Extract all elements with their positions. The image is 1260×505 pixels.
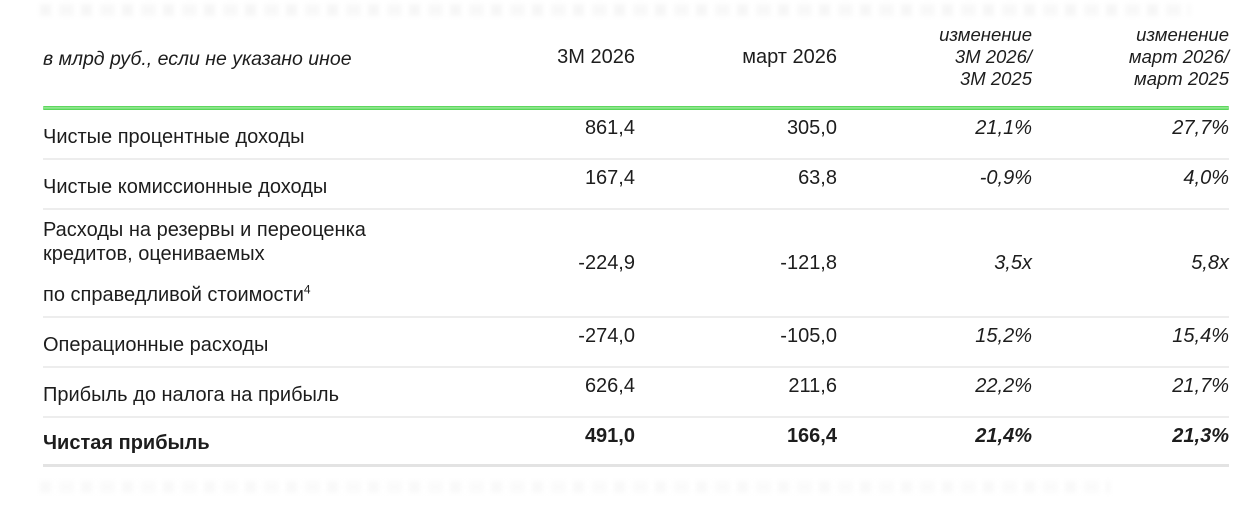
value-3m-2026: 491,0	[584, 425, 635, 447]
change-march: 21,7%	[1172, 375, 1229, 397]
table-row: Расходы на резервы и переоценка кредитов…	[43, 210, 1229, 318]
change-march: 15,4%	[1172, 325, 1229, 347]
unit-label: в млрд руб., если не указано иное	[43, 47, 352, 70]
table-row: Прибыль до налога на прибыль 626,4 211,6…	[43, 368, 1229, 418]
value-3m-2026: -224,9	[578, 251, 635, 274]
value-march-2026: 305,0	[786, 117, 837, 139]
col-header-change-march-line3: март 2025	[1134, 68, 1229, 89]
change-3m: 21,4%	[975, 425, 1032, 447]
value-3m-2026: 626,4	[584, 375, 635, 397]
financial-results-table: в млрд руб., если не указано иное 3М 202…	[43, 24, 1229, 467]
value-3m-2026: -274,0	[578, 325, 635, 347]
total-row: Чистая прибыль 491,0 166,4 21,4% 21,3%	[43, 418, 1229, 467]
col-header-change-3m-line3: 3М 2025	[960, 68, 1032, 89]
value-3m-2026: 861,4	[584, 117, 635, 139]
change-3m: -0,9%	[979, 167, 1032, 189]
green-divider	[43, 106, 1229, 110]
value-3m-2026: 167,4	[584, 167, 635, 189]
col-header-change-3m-line1: изменение	[939, 24, 1032, 45]
change-3m: 15,2%	[975, 325, 1032, 347]
value-march-2026: 211,6	[788, 375, 837, 397]
change-march: 4,0%	[1183, 167, 1229, 189]
col-header-change-3m-line2: 3М 2026/	[954, 46, 1032, 67]
col-header-change-march-line2: март 2026/	[1128, 46, 1229, 67]
col-header-3m-2026: 3М 2026	[557, 45, 635, 68]
table-row: Чистые комиссионные доходы 167,4 63,8 -0…	[43, 160, 1229, 210]
change-3m: 21,1%	[975, 117, 1032, 139]
value-march-2026: -105,0	[780, 325, 837, 347]
ghost-text-artifact-bottom	[40, 481, 1110, 493]
row-label: Расходы на резервы и переоценка кредитов…	[43, 210, 423, 316]
row-label-part2: по справедливой стоимости4	[43, 282, 311, 306]
row-label: Чистые комиссионные доходы	[43, 176, 328, 198]
col-header-march-2026: март 2026	[742, 45, 837, 68]
row-label-part1: Расходы на резервы и переоценка кредитов…	[43, 219, 366, 265]
value-march-2026: 166,4	[786, 425, 837, 447]
col-header-change-3m: изменение 3М 2026/ 3М 2025	[837, 24, 1032, 90]
footnote-marker: 4	[303, 282, 311, 297]
value-march-2026: 63,8	[798, 167, 837, 189]
table-row: Чистые процентные доходы 861,4 305,0 21,…	[43, 110, 1229, 160]
table-row: Операционные расходы -274,0 -105,0 15,2%…	[43, 318, 1229, 368]
change-3m: 3,5x	[994, 251, 1032, 274]
change-march: 21,3%	[1172, 425, 1229, 447]
row-label: Чистые процентные доходы	[43, 126, 305, 148]
ghost-text-artifact-top	[40, 4, 1190, 16]
row-label: Операционные расходы	[43, 334, 269, 356]
change-march: 27,7%	[1172, 117, 1229, 139]
col-header-change-march-line1: изменение	[1136, 24, 1229, 45]
value-march-2026: -121,8	[780, 251, 837, 274]
row-label: Чистая прибыль	[43, 432, 210, 454]
change-3m: 22,2%	[975, 375, 1032, 397]
row-label: Прибыль до налога на прибыль	[43, 384, 339, 406]
table-header-row: в млрд руб., если не указано иное 3М 202…	[43, 24, 1229, 92]
change-march: 5,8x	[1191, 251, 1229, 274]
col-header-change-march: изменение март 2026/ март 2025	[1032, 24, 1229, 90]
